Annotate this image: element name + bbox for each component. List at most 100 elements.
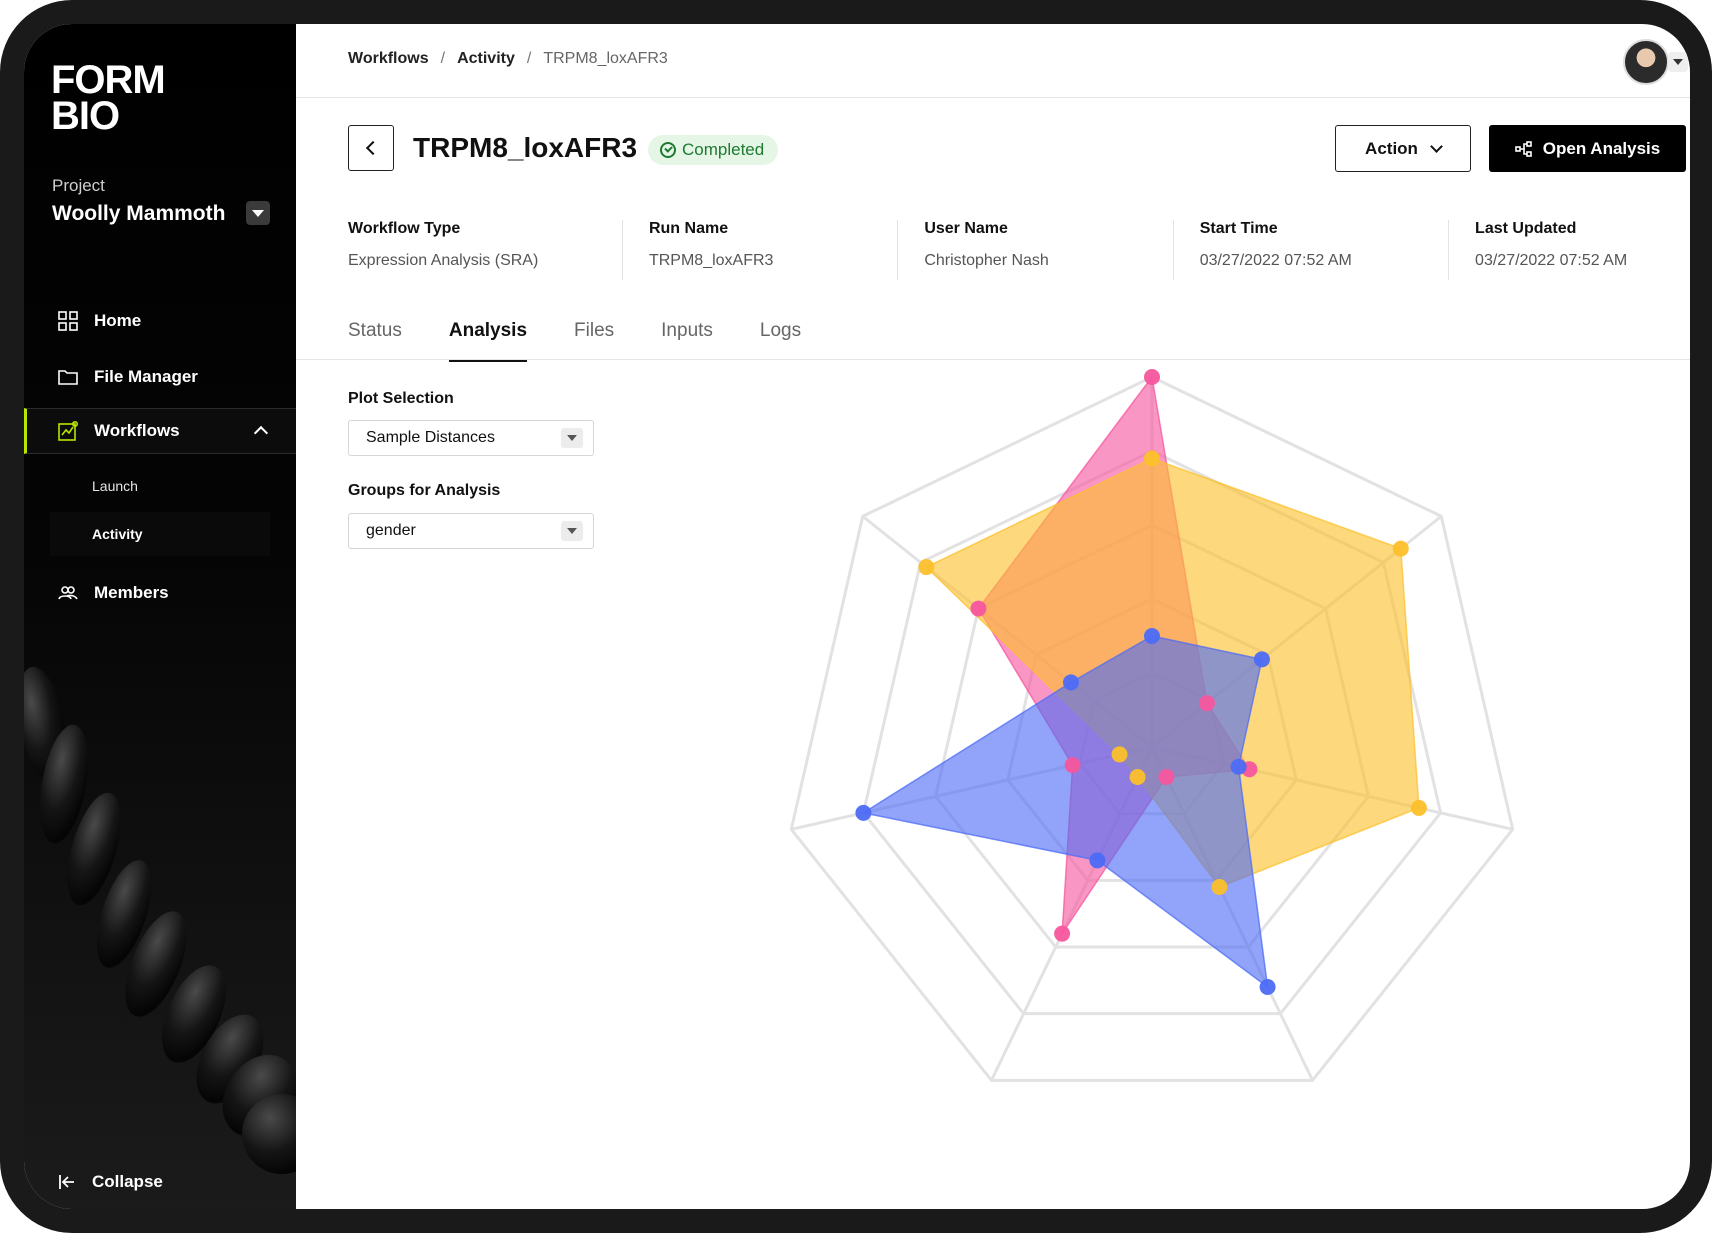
radar-series-2-point <box>918 559 935 576</box>
logo-line-2: BIO <box>51 94 120 138</box>
decorative-pebbles <box>24 666 296 1174</box>
sidebar-item-workflows[interactable]: Workflows <box>24 408 296 454</box>
caret-down-icon <box>567 435 577 441</box>
sidebar-subitem-activity[interactable]: Activity <box>50 512 270 556</box>
breadcrumb: Workflows / Activity / TRPM8_loxAFR3 <box>348 50 668 68</box>
collapse-label: Collapse <box>92 1172 163 1191</box>
meta-label: Last Updated <box>1475 220 1577 237</box>
user-avatar[interactable] <box>1623 39 1669 85</box>
meta-value: Christopher Nash <box>924 252 1049 269</box>
caret-down-icon <box>1673 59 1683 65</box>
open-analysis-button[interactable]: Open Analysis <box>1489 125 1686 172</box>
sidebar-item-file-manager[interactable]: File Manager <box>24 354 296 400</box>
sidebar-item-label: Members <box>94 583 169 602</box>
user-menu-dropdown[interactable] <box>1668 52 1688 72</box>
chevron-down-icon <box>1430 139 1443 153</box>
status-badge-label: Completed <box>682 140 765 159</box>
meta-label: User Name <box>924 220 1008 237</box>
caret-down-icon <box>252 209 264 217</box>
sidebar-item-label: File Manager <box>94 367 198 386</box>
run-metadata: Workflow Type Expression Analysis (SRA) … <box>348 220 1686 280</box>
action-button[interactable]: Action <box>1335 125 1471 172</box>
radar-series-2-point <box>1129 769 1146 786</box>
meta-label: Workflow Type <box>348 220 461 237</box>
formbio-logo: FORM BIO <box>51 60 181 150</box>
members-icon <box>58 583 78 603</box>
radar-series-2-point <box>1410 799 1427 816</box>
meta-value: 03/27/2022 07:52 AM <box>1199 252 1352 269</box>
groups-label: Groups for Analysis <box>348 482 501 499</box>
meta-user-name: User Name Christopher Nash <box>898 220 1174 280</box>
meta-value: 03/27/2022 07:52 AM <box>1475 252 1628 269</box>
radar-series-2-point <box>1111 746 1128 763</box>
breadcrumb-separator: / <box>440 50 446 67</box>
check-circle-icon <box>660 142 676 158</box>
tab-divider <box>296 359 1690 360</box>
page-title: TRPM8_loxAFR3 <box>413 132 638 163</box>
dropdown-caret <box>561 521 583 541</box>
radar-series-3-point <box>1063 674 1080 691</box>
radar-series-1-point <box>1158 769 1175 786</box>
plot-selection-label: Plot Selection <box>348 390 454 407</box>
workflow-chart-icon <box>58 421 78 441</box>
radar-series-3-point <box>1230 758 1247 775</box>
radar-series-2-point <box>1211 879 1228 896</box>
meta-value: TRPM8_loxAFR3 <box>648 252 774 269</box>
meta-last-updated: Last Updated 03/27/2022 07:52 AM <box>1449 220 1686 280</box>
open-analysis-label: Open Analysis <box>1542 138 1661 158</box>
sidebar-item-label: Workflows <box>94 421 180 440</box>
logo-line-1: FORM <box>51 58 166 102</box>
groups-value: gender <box>366 522 416 539</box>
status-badge: Completed <box>648 135 779 165</box>
radar-series-1-point <box>1054 925 1071 942</box>
radar-series-1-point <box>970 600 987 617</box>
tab-logs[interactable]: Logs <box>759 320 802 341</box>
sidebar-item-members[interactable]: Members <box>24 570 296 616</box>
radar-series-3-point <box>1089 852 1106 869</box>
nodes-icon <box>1514 140 1533 157</box>
tab-bar: Status Analysis Files Inputs Logs <box>348 320 848 364</box>
radar-series-2-point <box>1392 540 1409 557</box>
folder-icon <box>58 367 78 387</box>
grid-icon <box>58 311 78 331</box>
collapse-button[interactable]: Collapse <box>58 1172 163 1192</box>
top-bar: Workflows / Activity / TRPM8_loxAFR3 <box>296 24 1690 98</box>
back-button[interactable] <box>348 125 394 171</box>
sidebar-item-label: Home <box>94 311 142 330</box>
meta-label: Start Time <box>1199 220 1278 237</box>
tab-status[interactable]: Status <box>348 320 402 341</box>
meta-label: Run Name <box>648 220 729 237</box>
meta-run-name: Run Name TRPM8_loxAFR3 <box>623 220 899 280</box>
caret-down-icon <box>567 528 577 534</box>
meta-workflow-type: Workflow Type Expression Analysis (SRA) <box>348 220 623 280</box>
radar-series-1-point <box>1144 369 1160 385</box>
groups-select[interactable]: gender <box>348 513 594 549</box>
radar-series-3-point <box>1144 628 1160 644</box>
meta-start-time: Start Time 03/27/2022 07:52 AM <box>1174 220 1450 280</box>
tab-inputs[interactable]: Inputs <box>661 320 713 341</box>
tab-analysis[interactable]: Analysis <box>448 320 528 362</box>
plot-selection-select[interactable]: Sample Distances <box>348 420 594 456</box>
app-screen: FORM BIO Project Woolly Mammoth Home <box>24 24 1690 1209</box>
radar-series-3-point <box>1253 651 1270 668</box>
tab-files[interactable]: Files <box>574 320 615 341</box>
radar-grid-ring <box>789 375 1515 1082</box>
sidebar-subitem-launch[interactable]: Launch <box>92 478 138 494</box>
radar-series-3-point <box>1259 979 1276 996</box>
breadcrumb-separator: / <box>526 50 532 67</box>
chevron-left-icon <box>365 140 381 156</box>
sidebar-item-home[interactable]: Home <box>24 298 296 344</box>
action-button-label: Action <box>1365 138 1418 158</box>
project-dropdown-button[interactable] <box>246 201 270 225</box>
project-name[interactable]: Woolly Mammoth <box>52 202 226 225</box>
radar-series-1-point <box>1064 757 1081 774</box>
breadcrumb-current: TRPM8_loxAFR3 <box>543 50 668 67</box>
breadcrumb-activity[interactable]: Activity <box>457 50 515 67</box>
main-content: Workflows / Activity / TRPM8_loxAFR3 TRP… <box>296 24 1690 1209</box>
chevron-up-icon[interactable] <box>253 425 269 441</box>
project-label: Project <box>52 176 105 195</box>
radar-series-3-point <box>855 804 872 821</box>
breadcrumb-workflows[interactable]: Workflows <box>348 50 429 67</box>
plot-selection-value: Sample Distances <box>366 429 495 446</box>
